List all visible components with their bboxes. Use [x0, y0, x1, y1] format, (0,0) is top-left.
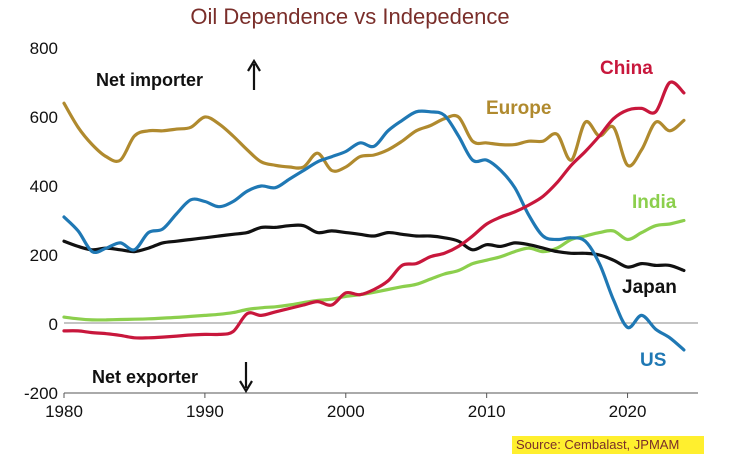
- source-note: Source: Cembalast, JPMAM: [516, 437, 679, 452]
- net-exporter-annotation: Net exporter: [92, 362, 253, 394]
- x-axis-ticks: 1980 1990 2000 2010 2020: [45, 393, 646, 421]
- x-tick-label: 2010: [468, 402, 506, 421]
- down-arrow-icon: [239, 362, 253, 394]
- net-importer-label: Net importer: [96, 70, 203, 90]
- series-label-us: US: [640, 350, 666, 371]
- y-tick-label: 200: [30, 246, 58, 265]
- x-tick-label: 1980: [45, 402, 83, 421]
- series-label-china: China: [600, 58, 653, 79]
- series-label-india: India: [632, 192, 677, 213]
- y-tick-label: 0: [49, 315, 58, 334]
- series-label-europe: Europe: [486, 98, 551, 119]
- y-tick-label: 800: [30, 39, 58, 58]
- net-importer-annotation: Net importer: [96, 58, 261, 90]
- x-tick-label: 2000: [327, 402, 365, 421]
- y-tick-label: 400: [30, 177, 58, 196]
- y-axis-ticks: -200 0 200 400 600 800: [24, 39, 58, 403]
- series-label-japan: Japan: [622, 277, 677, 298]
- series-line-india: [62, 218, 686, 322]
- x-tick-label: 2020: [609, 402, 647, 421]
- series-lines: [62, 80, 686, 352]
- source-highlight: [512, 436, 704, 454]
- x-tick-label: 1990: [186, 402, 224, 421]
- series-line-europe: [62, 101, 686, 173]
- series-line-japan: [62, 223, 686, 273]
- series-line-us: [62, 109, 686, 352]
- y-tick-label: -200: [24, 384, 58, 403]
- y-tick-label: 600: [30, 108, 58, 127]
- net-exporter-label: Net exporter: [92, 367, 198, 387]
- series-line-china: [62, 80, 686, 340]
- chart-title: Oil Dependence vs Indepedence: [190, 4, 509, 29]
- up-arrow-icon: [247, 58, 261, 90]
